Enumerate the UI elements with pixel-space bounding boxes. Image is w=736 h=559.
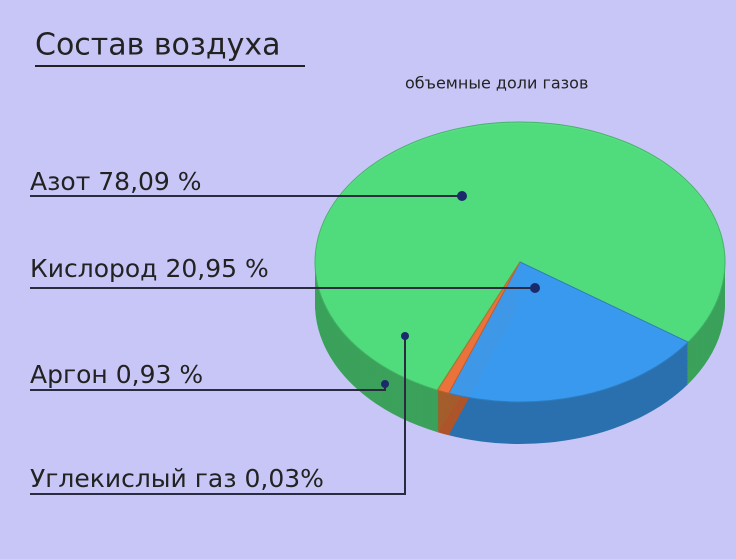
slice [436,261,521,391]
slice [447,261,689,403]
category-label: Кислород 20,95 % [30,254,269,283]
category-name: Кислород [30,254,157,283]
value-label: 20,95 % [165,254,268,283]
category-name: Аргон [30,360,108,389]
value-label: 0,93 % [116,360,203,389]
leader-line [30,336,406,495]
leader-dots [381,191,540,388]
category-label: Аргон 0,93 % [30,360,203,389]
value-label: 0,03% [244,464,323,493]
chart-title: Состав воздуха [35,28,281,63]
chart-subtitle: объемные доли газов [405,74,588,93]
labels: Азот 78,09 % Кислород 20,95 % Аргон 0,93 % Угл… [30,167,324,493]
leader-dot [530,283,540,293]
category-label: Углекислый газ 0,03% [30,464,324,493]
pie [314,121,726,445]
leader-dot [381,380,389,388]
category-label: Азот 78,09 % [30,167,202,196]
value-label: 78,09 % [98,167,201,196]
leader-dot [457,191,467,201]
category-name: Углекислый газ [30,464,236,493]
category-name: Азот [30,167,90,196]
leader-dot [401,332,409,340]
slice [314,121,726,391]
